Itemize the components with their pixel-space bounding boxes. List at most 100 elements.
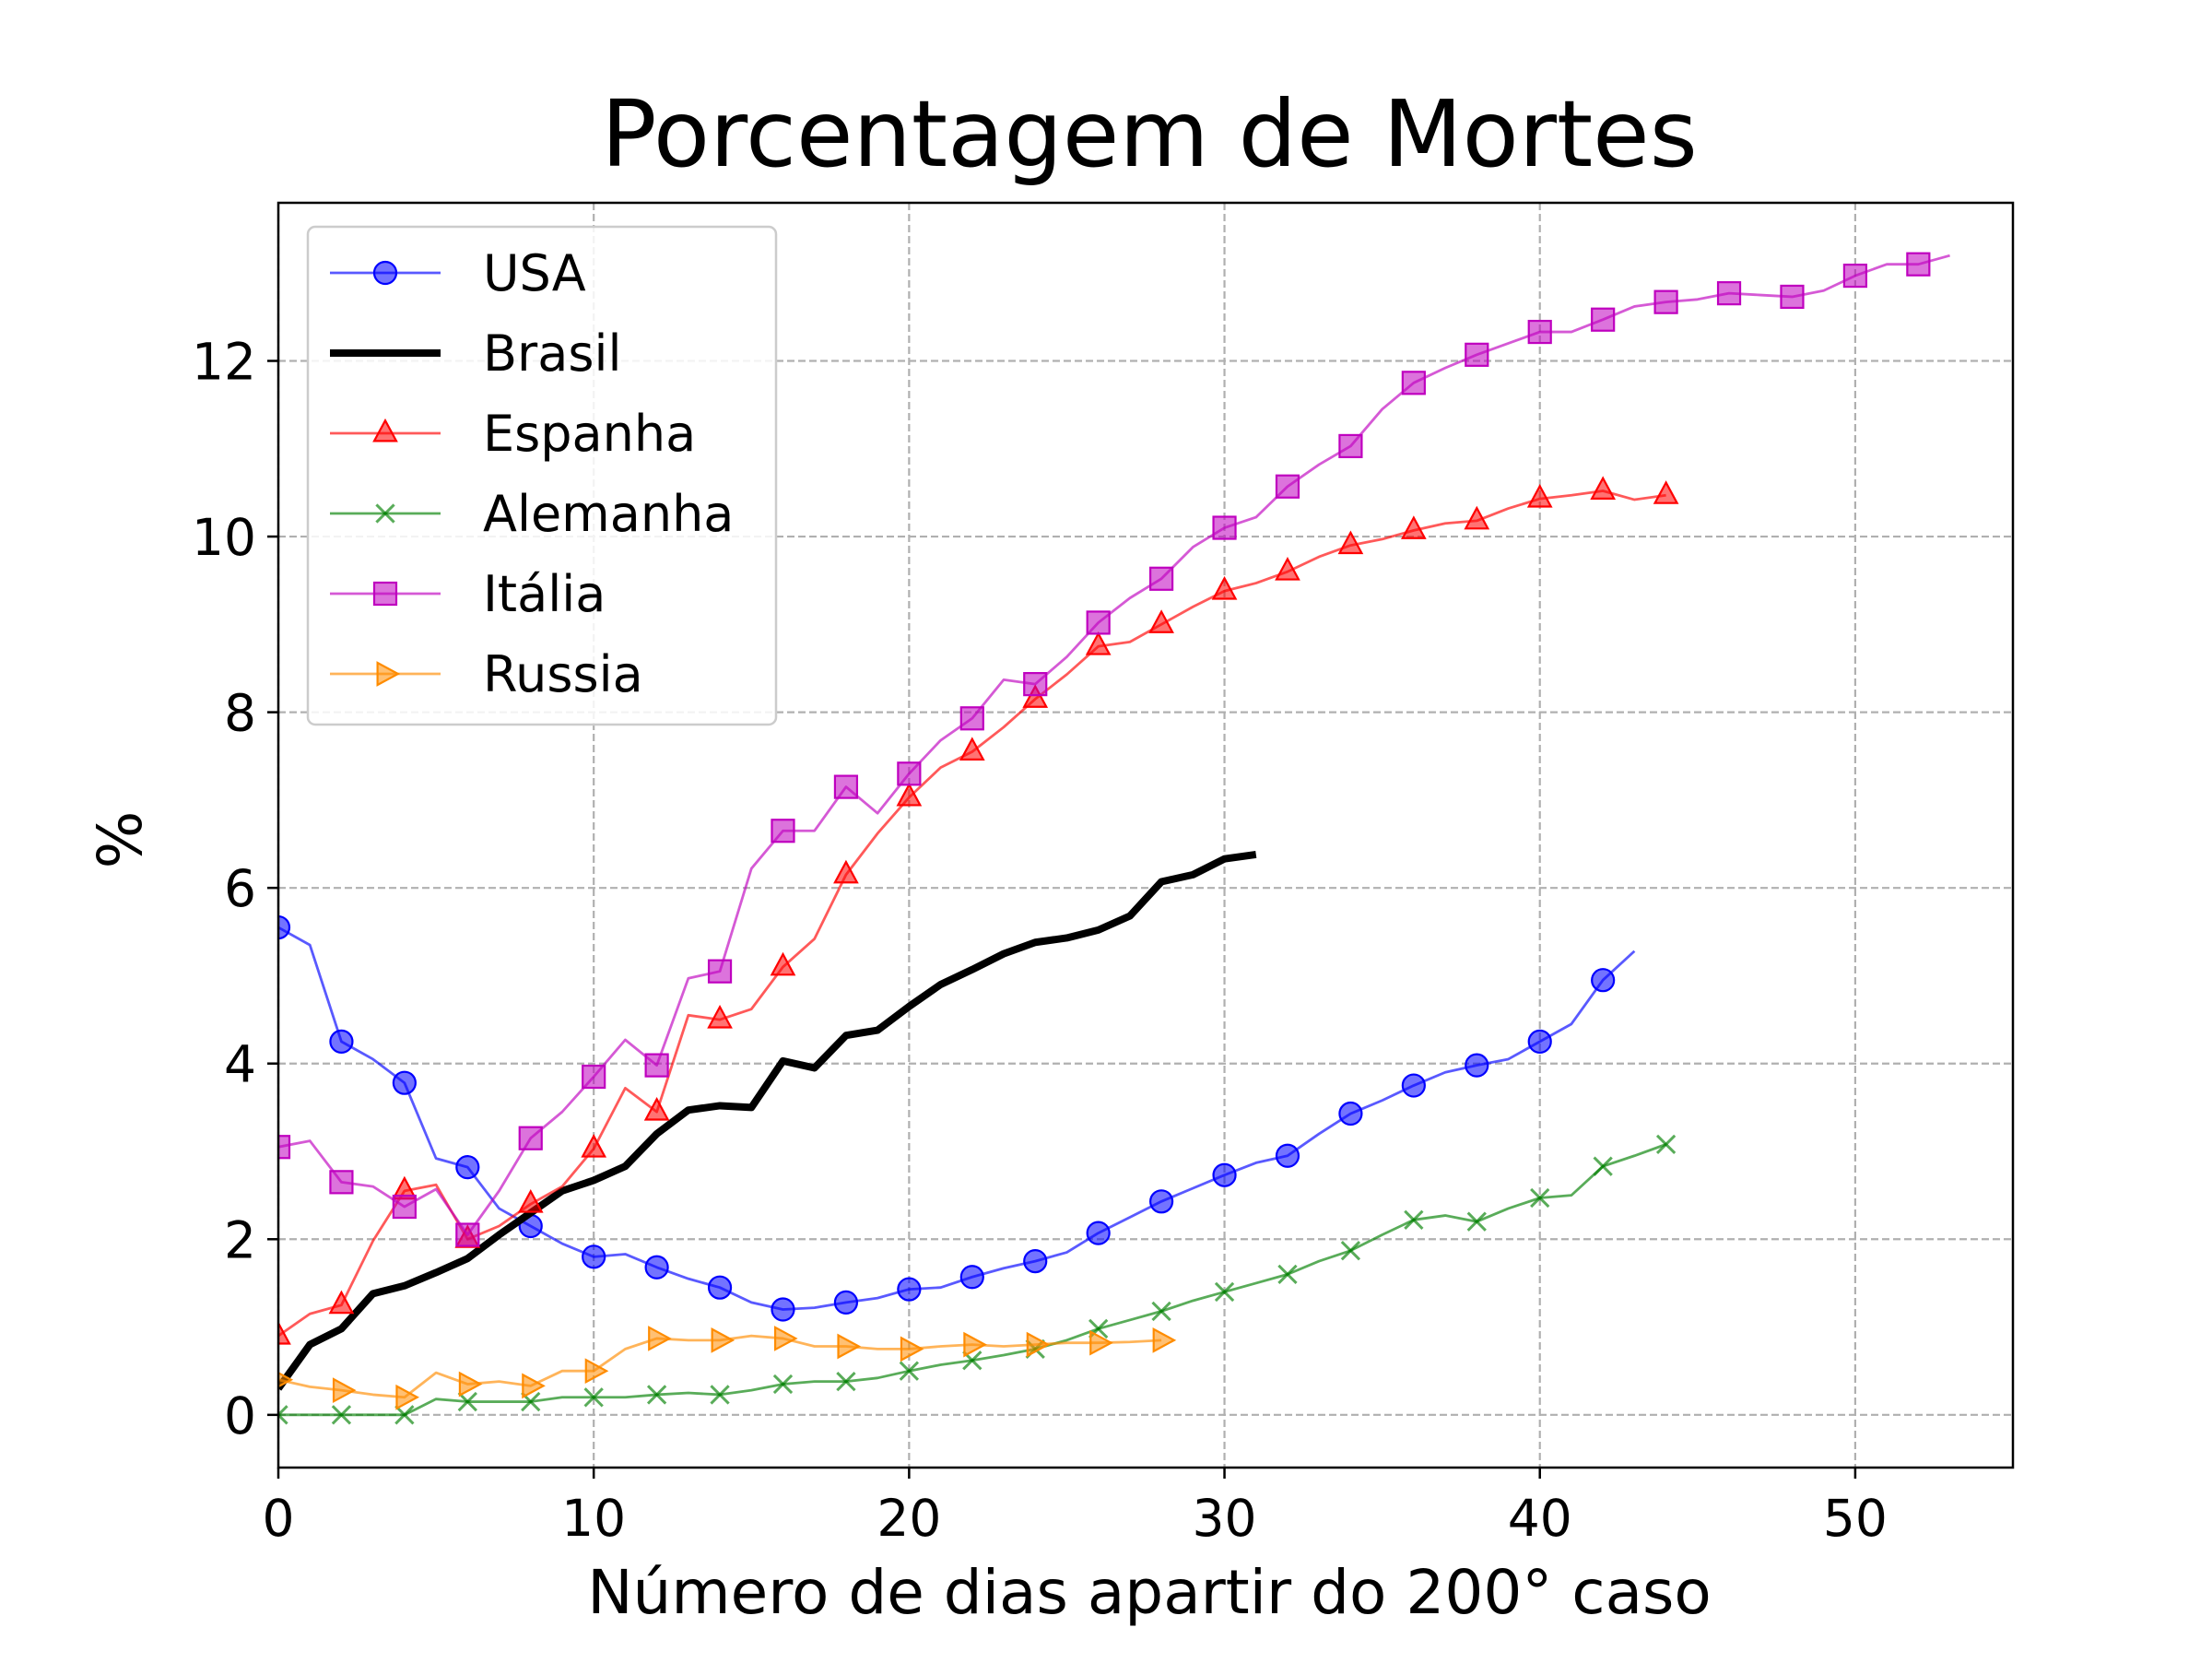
- data-point-espanha: [1653, 480, 1679, 504]
- data-point-russia: [648, 1326, 672, 1351]
- data-point-russia: [900, 1336, 924, 1362]
- data-point-russia: [711, 1327, 735, 1353]
- data-point-usa: [392, 1070, 417, 1095]
- marker-x-stroke: [1466, 1211, 1487, 1232]
- data-point-usa: [1086, 1221, 1111, 1245]
- data-point-usa: [771, 1297, 795, 1322]
- data-point-italia: [455, 1222, 480, 1247]
- data-point-russia: [332, 1377, 357, 1404]
- x-tick-label: 40: [1508, 1489, 1572, 1548]
- data-point-alemanha: [899, 1361, 920, 1381]
- marker-x-stroke: [278, 1412, 288, 1425]
- data-point-italia: [771, 819, 795, 843]
- data-point-italia: [1338, 433, 1363, 459]
- data-point-italia: [518, 1126, 543, 1150]
- data-point-italia: [1906, 252, 1931, 277]
- data-point-espanha: [328, 1290, 355, 1315]
- marker-x-stroke: [1530, 1187, 1550, 1209]
- marker-x-stroke: [375, 503, 395, 524]
- data-point-alemanha: [457, 1391, 477, 1412]
- data-point-espanha: [959, 737, 985, 761]
- data-point-alemanha: [394, 1405, 415, 1425]
- legend-label: USA: [483, 244, 586, 302]
- data-point-espanha: [1590, 476, 1617, 501]
- data-point-usa: [1591, 968, 1616, 993]
- data-point-espanha: [1337, 530, 1364, 555]
- data-point-espanha: [833, 859, 859, 884]
- data-point-espanha: [1401, 515, 1427, 539]
- data-point-espanha: [1211, 576, 1238, 600]
- marker-x-stroke: [899, 1361, 920, 1381]
- data-point-russia: [522, 1373, 546, 1399]
- data-point-espanha: [517, 1189, 544, 1213]
- x-tick-label: 30: [1193, 1489, 1257, 1548]
- data-point-italia: [392, 1194, 417, 1220]
- data-point-italia: [1023, 672, 1048, 697]
- data-point-russia: [963, 1331, 987, 1358]
- data-point-espanha: [896, 782, 923, 807]
- data-point-espanha: [278, 1320, 291, 1345]
- data-point-alemanha: [1404, 1209, 1424, 1230]
- data-point-italia: [1842, 263, 1868, 289]
- marker-x-stroke: [1151, 1301, 1171, 1322]
- data-point-usa: [329, 1029, 354, 1055]
- data-point-italia: [1212, 515, 1237, 540]
- data-point-italia: [1465, 342, 1489, 367]
- data-point-alemanha: [1340, 1241, 1361, 1261]
- marker-x-stroke: [583, 1387, 604, 1408]
- marker-x-stroke: [1340, 1241, 1361, 1261]
- legend: USA Brasil Espanha Alemanha Itália Russia: [306, 225, 778, 726]
- data-point-russia: [395, 1384, 419, 1410]
- data-point-espanha: [1022, 684, 1049, 708]
- data-point-italia: [1591, 307, 1616, 332]
- data-point-italia: [1527, 319, 1552, 345]
- data-point-italia: [582, 1064, 606, 1090]
- marker-x-stroke: [1214, 1281, 1235, 1303]
- data-point-alemanha: [1151, 1301, 1171, 1322]
- data-point-usa: [897, 1277, 922, 1302]
- data-point-russia: [458, 1371, 483, 1398]
- data-point-italia: [278, 1135, 291, 1160]
- data-point-usa: [707, 1275, 733, 1300]
- data-point-espanha: [581, 1134, 607, 1158]
- data-point-usa: [833, 1290, 859, 1315]
- data-point-alemanha: [331, 1405, 352, 1425]
- y-tick-label: 4: [224, 1035, 256, 1094]
- data-point-alemanha: [1466, 1211, 1487, 1232]
- marker-x-stroke: [710, 1385, 730, 1405]
- data-point-usa: [1338, 1101, 1363, 1126]
- data-point-alemanha: [278, 1405, 288, 1425]
- y-tick-label: 6: [224, 859, 256, 918]
- marker-x-stroke: [1593, 1156, 1613, 1176]
- data-point-russia: [1089, 1329, 1113, 1356]
- data-point-usa: [278, 914, 291, 940]
- data-point-russia: [1026, 1331, 1051, 1358]
- data-point-espanha: [707, 1004, 733, 1029]
- data-point-alemanha: [1655, 1134, 1677, 1155]
- data-point-espanha: [643, 1097, 670, 1121]
- x-tick-label: 10: [561, 1489, 626, 1548]
- data-point-usa: [959, 1265, 984, 1290]
- legend-label: Brasil: [483, 324, 621, 383]
- data-point-usa: [455, 1155, 480, 1180]
- legend-marker: [375, 503, 395, 524]
- x-axis-label: Número de dias apartir do 200° caso: [587, 1557, 1712, 1628]
- data-point-italia: [644, 1053, 669, 1078]
- marker-x-stroke: [646, 1385, 667, 1405]
- legend-label: Russia: [483, 645, 643, 703]
- data-point-usa: [1212, 1162, 1237, 1187]
- data-point-usa: [1401, 1073, 1426, 1098]
- plot-frame: [276, 201, 2015, 1469]
- marker-x-stroke: [457, 1391, 477, 1412]
- data-point-usa: [1023, 1248, 1048, 1274]
- legend-marker: [376, 661, 401, 687]
- data-point-russia: [1152, 1327, 1177, 1353]
- data-point-italia: [1716, 281, 1742, 306]
- data-point-italia: [1653, 289, 1678, 314]
- y-tick-label: 8: [224, 684, 256, 743]
- data-point-alemanha: [1277, 1264, 1298, 1285]
- marker-x-stroke: [331, 1405, 352, 1425]
- data-point-russia: [773, 1326, 798, 1351]
